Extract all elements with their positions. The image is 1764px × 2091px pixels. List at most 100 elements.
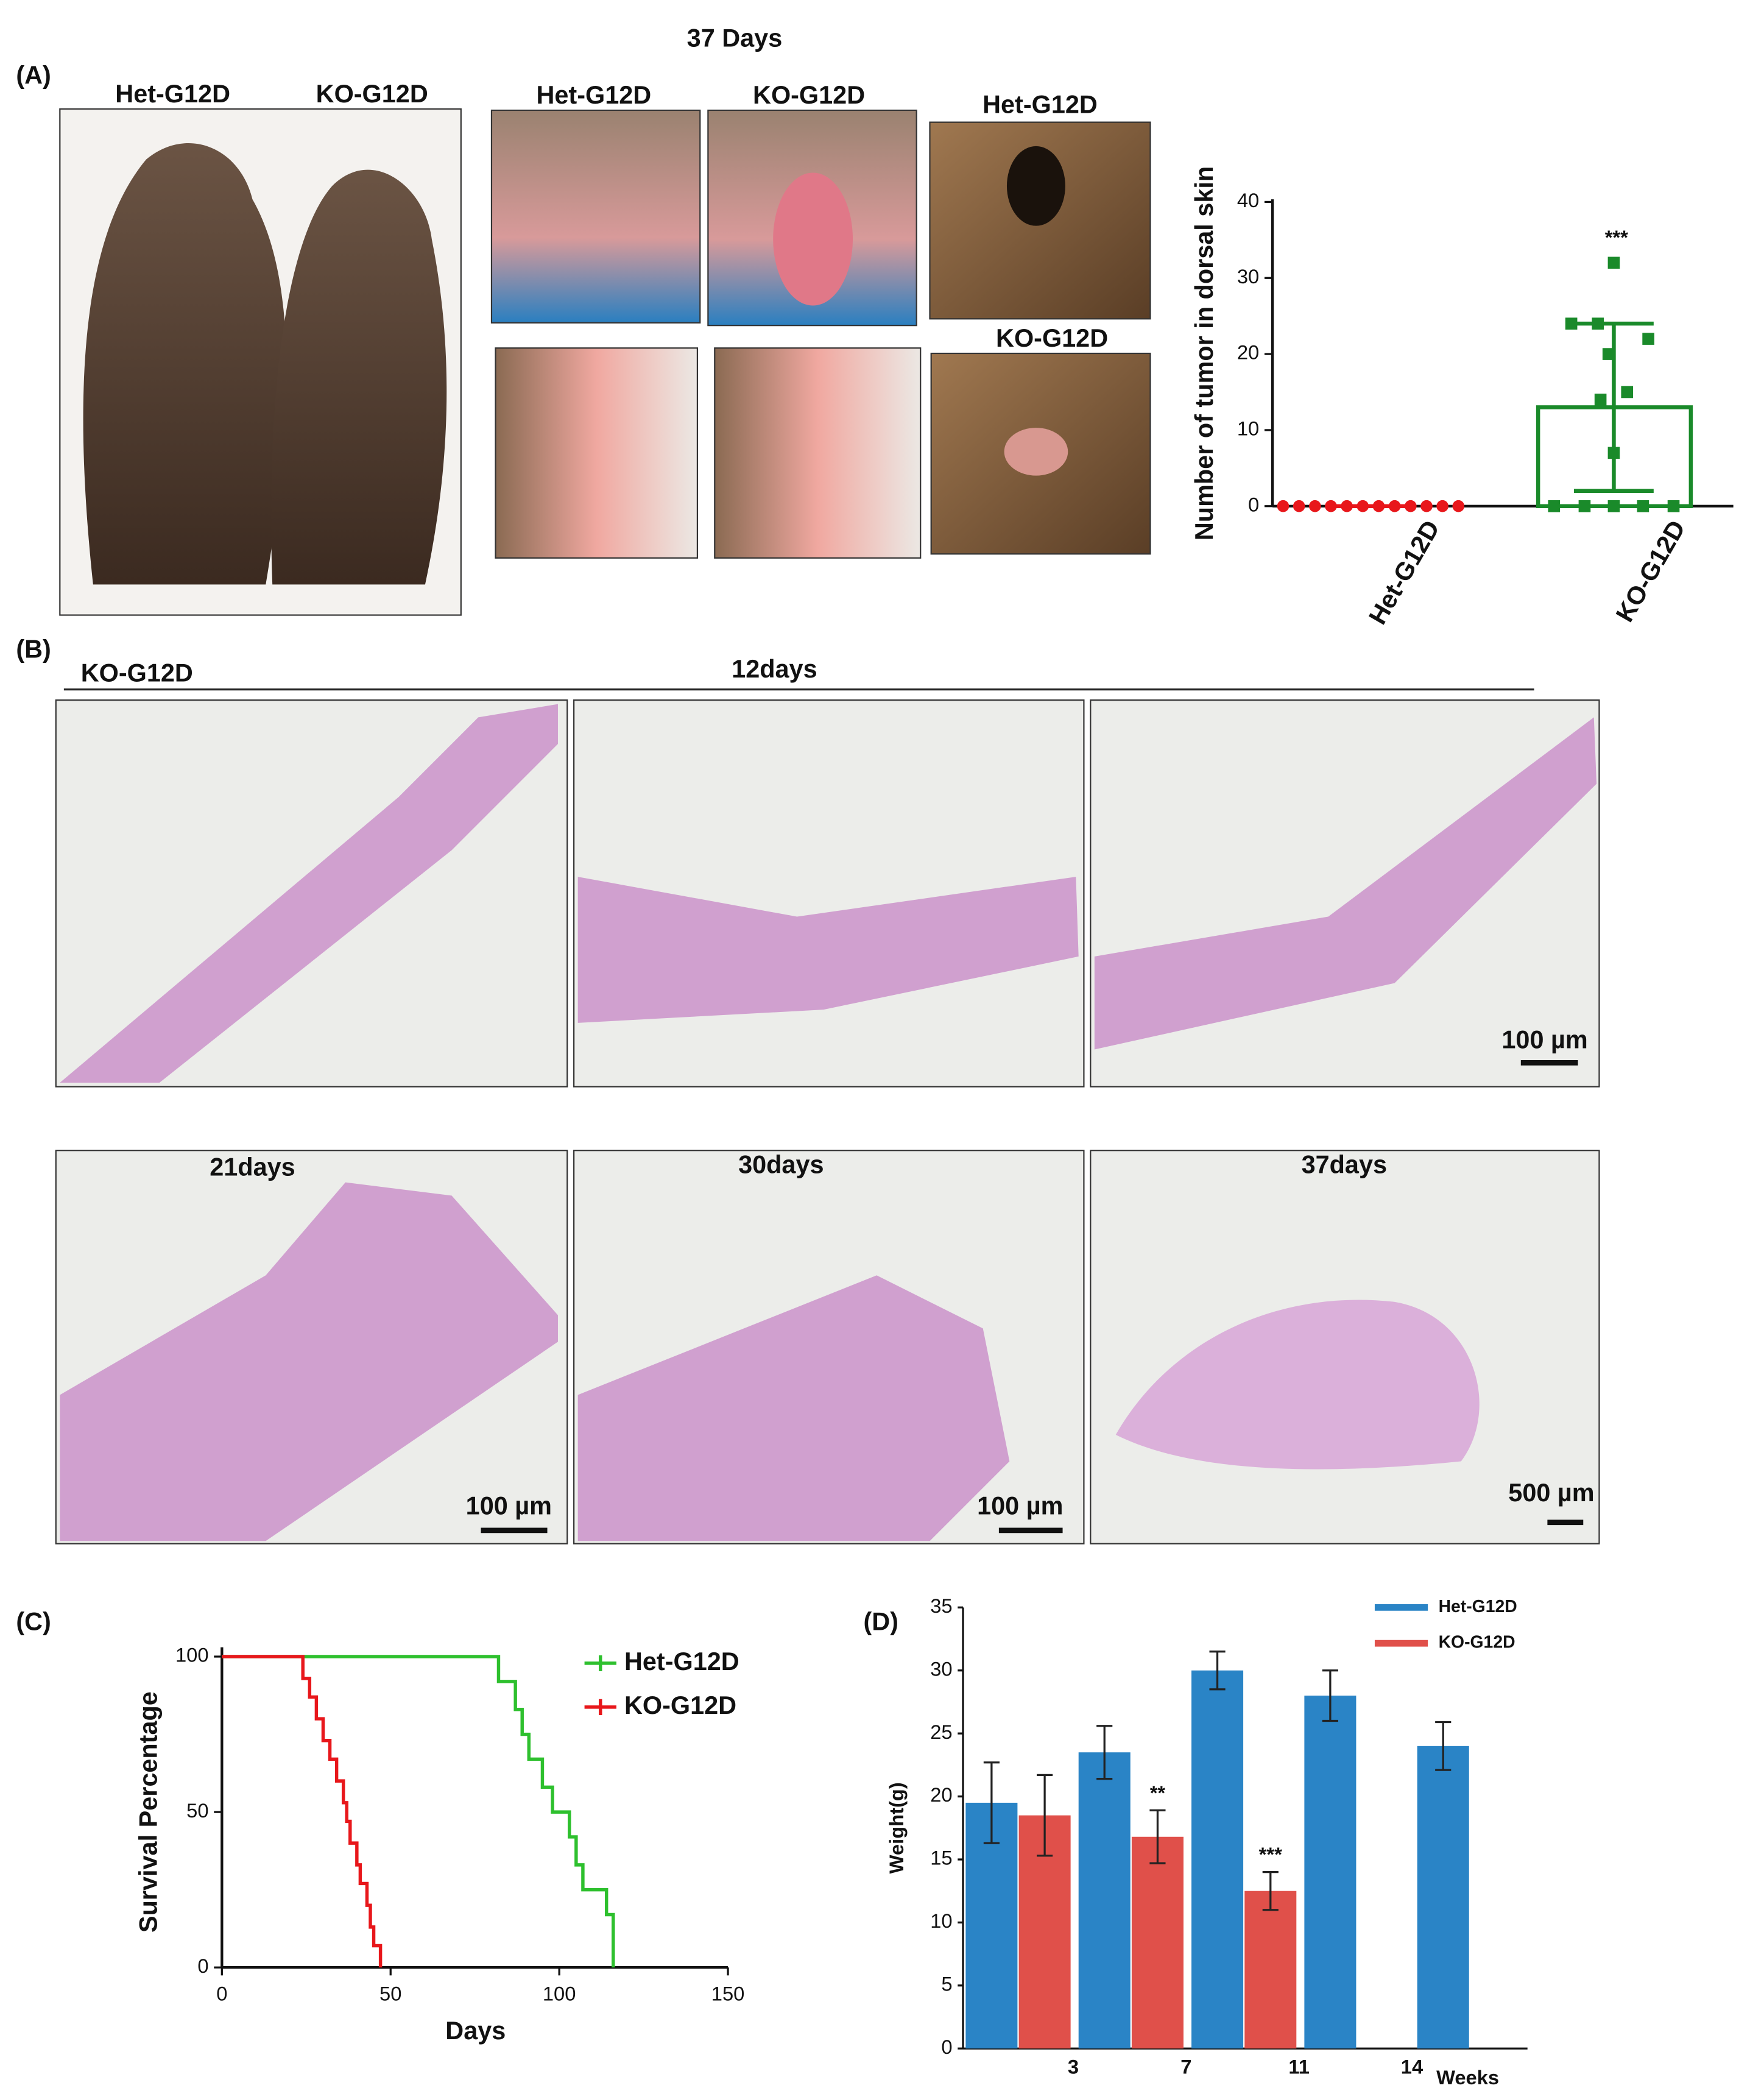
survival-line <box>222 1655 383 1968</box>
photo-label: Het-G12D <box>115 80 230 108</box>
photo <box>773 172 853 306</box>
histology-label: 12days <box>732 655 817 683</box>
y-tick-label: 0 <box>941 2036 952 2058</box>
bar <box>1244 1891 1297 2049</box>
error-bar <box>1435 1721 1452 1771</box>
x-tick-label: Het-G12D <box>1363 515 1445 629</box>
y-tick-label: 0 <box>197 1955 208 1977</box>
legend-label: KO-G12D <box>1439 1633 1515 1652</box>
photo <box>1004 428 1068 476</box>
x-tick-label: 7 <box>1180 2056 1191 2078</box>
point <box>1388 500 1401 512</box>
point <box>1309 500 1321 512</box>
y-axis-label: Number of tumor in dorsal skin <box>1190 166 1218 540</box>
histology-label: 21days <box>210 1153 295 1181</box>
panel-label: (B) <box>16 635 51 663</box>
error-bar <box>1037 1774 1053 1857</box>
point <box>1420 500 1433 512</box>
y-axis-label: Weight(g) <box>885 1782 908 1873</box>
point <box>1357 500 1369 512</box>
y-tick-label: 25 <box>930 1721 952 1743</box>
photo-title: 37 Days <box>687 24 783 52</box>
scale-bar-label: 100 µm <box>466 1492 552 1520</box>
y-tick-label: 5 <box>941 1972 952 1995</box>
annotation: ** <box>1150 1781 1166 1804</box>
annotation: *** <box>1259 1843 1282 1866</box>
point <box>1341 500 1353 512</box>
photo <box>83 143 287 585</box>
bar <box>1131 1836 1184 2049</box>
photo <box>1006 146 1065 226</box>
legend-label: Het-G12D <box>624 1647 739 1675</box>
point <box>1372 500 1385 512</box>
histology-group: KO-G12D <box>81 659 193 687</box>
legend-swatch <box>584 1699 616 1715</box>
histology-panels <box>55 699 1600 1544</box>
y-tick-label: 50 <box>186 1799 208 1822</box>
scale-bar-label: 100 µm <box>1501 1025 1587 1053</box>
x-tick-label: 14 <box>1401 2056 1423 2078</box>
tissue <box>1115 1300 1480 1470</box>
photo <box>271 169 447 585</box>
point <box>1405 500 1417 512</box>
photo <box>495 347 699 559</box>
tissue <box>60 704 558 1083</box>
bar <box>1191 1670 1244 2049</box>
legend-label: Het-G12D <box>1439 1597 1517 1616</box>
y-tick-label: 35 <box>930 1594 952 1617</box>
y-tick-label: 30 <box>1237 265 1259 288</box>
annotation: *** <box>1605 226 1628 249</box>
photo <box>490 109 701 324</box>
legend-label: KO-G12D <box>624 1691 736 1719</box>
point <box>1325 500 1337 512</box>
tissue <box>577 877 1079 1023</box>
x-axis-label: Days <box>445 2017 506 2045</box>
tissue <box>577 1275 1010 1541</box>
bar <box>1304 1696 1357 2049</box>
histology-label: 37days <box>1302 1150 1387 1178</box>
error-bar <box>983 1761 1000 1844</box>
y-tick-label: 0 <box>1248 493 1259 515</box>
scale-bar-label: 100 µm <box>977 1492 1063 1520</box>
x-tick-label: 100 <box>543 1983 576 2005</box>
point <box>1565 317 1578 330</box>
point <box>1607 447 1620 459</box>
panel-label: (A) <box>16 61 51 89</box>
y-tick-label: 10 <box>930 1909 952 1932</box>
point <box>1277 500 1289 512</box>
point <box>1548 500 1561 512</box>
y-tick-label: 100 <box>175 1644 209 1666</box>
point <box>1637 500 1649 512</box>
scale-bar-label: 500 µm <box>1508 1479 1594 1507</box>
point <box>1578 500 1591 512</box>
point <box>1592 317 1604 330</box>
error-bar <box>1096 1725 1113 1780</box>
legend-swatch <box>584 1655 616 1671</box>
error-bar <box>1262 1871 1279 1911</box>
x-axis-label: Weeks <box>1436 2066 1499 2089</box>
x-tick-label: 150 <box>711 1983 745 2005</box>
y-tick-label: 10 <box>1237 417 1259 440</box>
point <box>1607 257 1620 269</box>
point <box>1602 348 1615 360</box>
panel-label: (C) <box>16 1607 51 1635</box>
point <box>1452 500 1465 512</box>
x-tick-label: 0 <box>216 1983 227 2005</box>
survival-line <box>222 1655 615 1968</box>
error-bar <box>1209 1651 1226 1691</box>
x-tick-label: 11 <box>1288 2056 1310 2078</box>
photo-label: KO-G12D <box>753 81 865 109</box>
photo-label: KO-G12D <box>316 80 428 108</box>
point <box>1436 500 1448 512</box>
x-tick-label: KO-G12D <box>1611 515 1691 626</box>
tissue <box>1094 717 1597 1050</box>
y-tick-label: 20 <box>1237 341 1259 364</box>
point <box>1642 333 1654 345</box>
point <box>1293 500 1305 512</box>
y-tick-label: 20 <box>930 1783 952 1806</box>
photo-label: Het-G12D <box>537 81 652 109</box>
point <box>1594 394 1607 406</box>
panel-label: (D) <box>863 1607 898 1635</box>
point <box>1667 500 1680 512</box>
